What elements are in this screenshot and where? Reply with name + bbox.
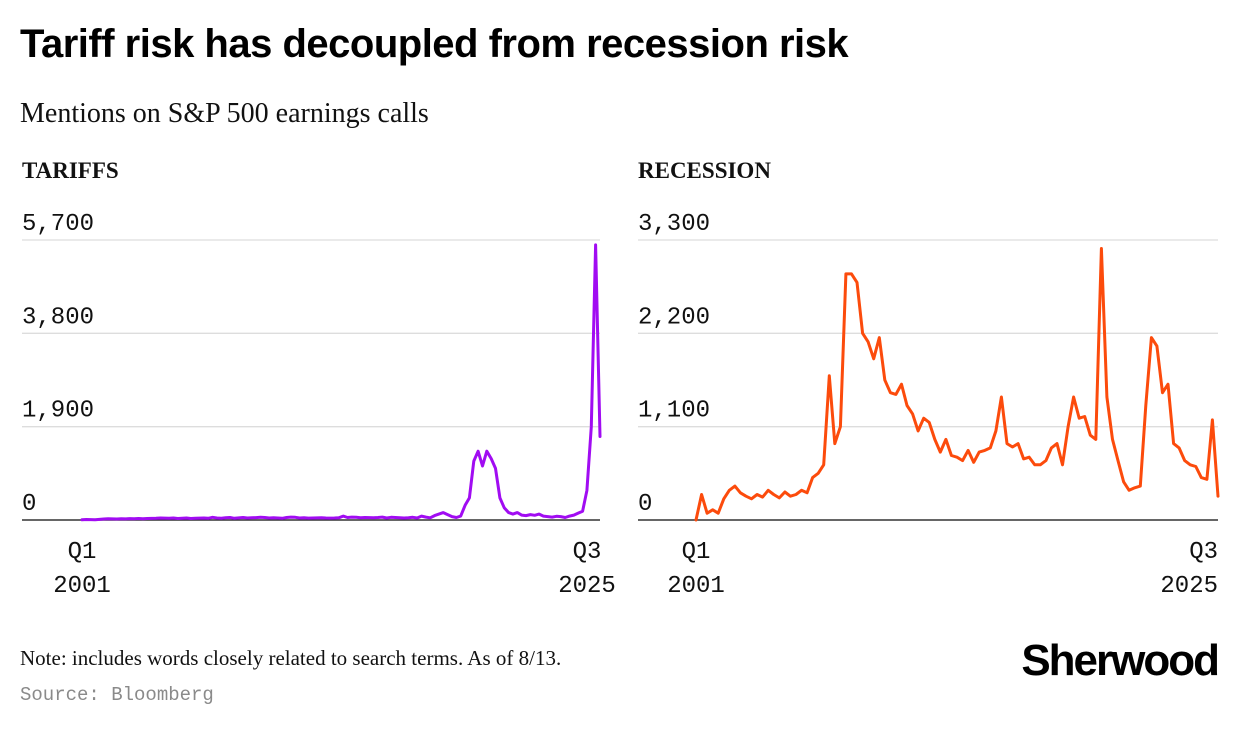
recession-x-end-year: 2025 [1160, 573, 1218, 600]
recession-x-start-year: 2001 [667, 573, 725, 600]
recession-chart-svg: RECESSION 0 1,100 2,200 3,300 Q1 2001 Q3 2025 [638, 158, 1220, 600]
tariffs-series-line [80, 243, 602, 522]
recession-y-tick-label: 3,300 [638, 211, 710, 238]
tariffs-x-end-quarter: Q3 [573, 539, 602, 566]
recession-x-start-quarter: Q1 [682, 539, 711, 566]
recession-y-tick-label: 0 [638, 491, 652, 518]
tariffs-x-start-year: 2001 [53, 573, 111, 600]
tariffs-x-start-quarter: Q1 [68, 539, 97, 566]
footnote: Note: includes words closely related to … [20, 646, 562, 670]
recession-y-tick-label: 1,100 [638, 398, 710, 425]
tariffs-chart: TARIFFS 0 1,900 3,800 5,700 Q1 2001 Q3 2025 [0, 150, 620, 610]
recession-series-line [694, 247, 1220, 522]
recession-x-end-quarter: Q3 [1189, 539, 1218, 566]
tariffs-y-tick-label: 3,800 [22, 304, 94, 331]
chart-title: Tariff risk has decoupled from recession… [20, 22, 849, 66]
chart-subtitle: Mentions on S&P 500 earnings calls [20, 98, 429, 129]
tariffs-y-tick-label: 5,700 [22, 211, 94, 238]
recession-y-tick-label: 2,200 [638, 304, 710, 331]
tariffs-y-tick-label: 0 [22, 491, 36, 518]
tariffs-x-end-year: 2025 [558, 573, 616, 600]
tariffs-y-tick-label: 1,900 [22, 398, 94, 425]
recession-chart: RECESSION 0 1,100 2,200 3,300 Q1 2001 Q3 2025 [620, 150, 1240, 610]
source-label: Source: Bloomberg [20, 684, 214, 706]
sherwood-logo: Sherwood [1021, 636, 1220, 685]
tariffs-chart-svg: TARIFFS 0 1,900 3,800 5,700 Q1 2001 Q3 2025 [22, 158, 616, 600]
tariffs-panel-title: TARIFFS [22, 158, 119, 183]
recession-panel-title: RECESSION [638, 158, 771, 183]
